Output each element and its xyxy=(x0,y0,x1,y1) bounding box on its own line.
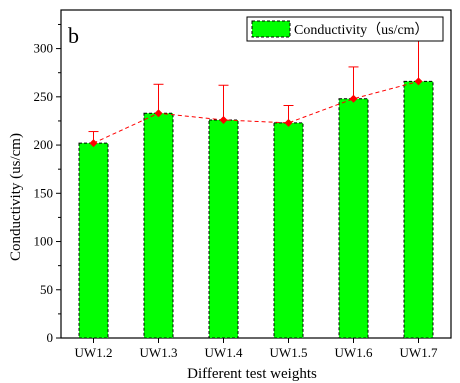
x-tick-label: UW1.5 xyxy=(270,345,308,360)
x-tick-label: UW1.6 xyxy=(335,345,373,360)
error-bars-group xyxy=(88,38,424,144)
y-axis-label: Conductivity (us/cm) xyxy=(8,133,24,261)
x-axis: UW1.2 UW1.3 UW1.4 UW1.5 UW1.6 UW1.7 xyxy=(75,338,438,360)
y-tick-label: 100 xyxy=(34,234,54,249)
y-axis: 0 50 100 150 200 250 300 xyxy=(34,23,61,345)
y-tick-label: 150 xyxy=(34,185,54,200)
data-point-marker xyxy=(219,115,228,124)
x-tick-label: UW1.7 xyxy=(400,345,438,360)
y-tick-label: 300 xyxy=(34,41,54,56)
plot-frame xyxy=(60,9,452,339)
y-tick-label: 50 xyxy=(40,282,53,297)
data-point-marker xyxy=(89,139,98,148)
bar-uw1-2 xyxy=(78,142,109,339)
y-tick-label: 0 xyxy=(47,330,54,345)
panel-label: b xyxy=(68,23,79,48)
legend: Conductivity（us/cm） xyxy=(246,16,444,42)
x-axis-label: Different test weights xyxy=(187,366,317,382)
x-tick-label: UW1.2 xyxy=(75,345,113,360)
x-tick-label: UW1.4 xyxy=(205,345,243,360)
trend-line-group xyxy=(89,77,423,148)
bar-uw1-3 xyxy=(143,112,174,339)
legend-label: Conductivity（us/cm） xyxy=(294,22,429,38)
bars-group xyxy=(78,80,434,339)
y-tick-label: 250 xyxy=(34,89,54,104)
data-point-marker xyxy=(349,94,358,103)
bar-uw1-5 xyxy=(273,122,304,339)
bar-uw1-6 xyxy=(338,98,369,339)
data-point-marker xyxy=(414,77,423,86)
x-tick-label: UW1.3 xyxy=(140,345,178,360)
data-point-marker xyxy=(154,109,163,118)
data-point-marker xyxy=(284,118,293,127)
plot-border xyxy=(60,9,452,339)
y-tick-label: 200 xyxy=(34,137,54,152)
trend-line xyxy=(93,80,419,144)
legend-swatch xyxy=(251,20,291,38)
bar-uw1-4 xyxy=(208,119,239,339)
bar-uw1-7 xyxy=(403,80,434,339)
